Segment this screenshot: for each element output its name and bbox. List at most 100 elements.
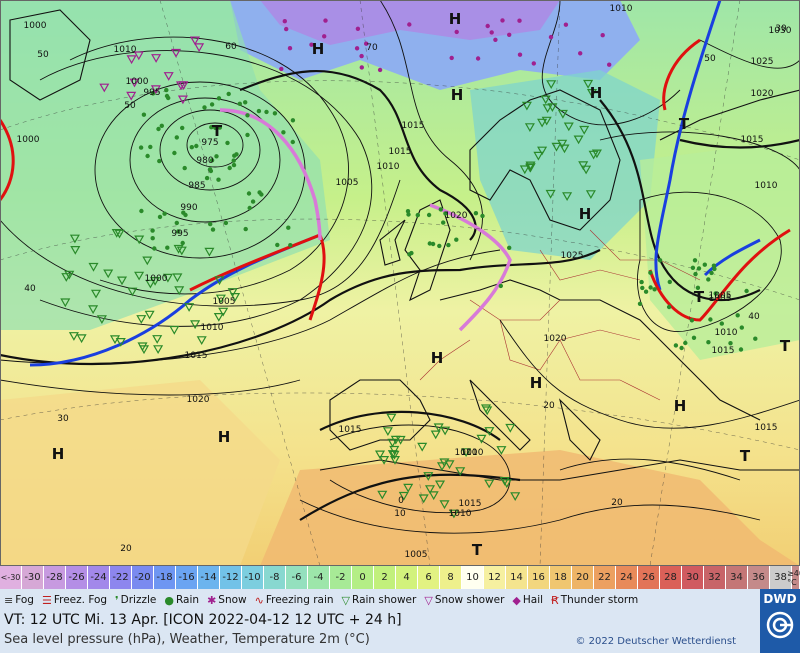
weather-symbol [693,271,698,277]
weather-symbol [322,34,327,39]
weather-symbol [176,246,187,256]
scale-cell: 24 [616,566,638,589]
weather-symbol [386,413,397,423]
weather-symbol [585,190,596,200]
scale-cell: 4 [396,566,418,589]
legend-symbol-icon: ◆ [512,593,521,607]
weather-symbol [440,426,451,436]
weather-symbol [441,220,446,225]
weather-symbol [215,294,226,304]
weather-symbol [231,158,236,163]
weather-symbol [213,125,218,130]
weather-symbol [706,277,711,282]
weather-symbol [96,315,107,325]
weather-symbol [689,318,695,323]
weather-symbol [377,67,383,73]
legend-label: Rain shower [352,594,417,606]
weather-symbol [753,336,758,341]
weather-symbol [424,485,436,495]
warm-front-balkan [648,228,791,322]
weather-symbol [728,341,733,346]
weather-symbol [696,266,702,271]
weather-symbol [323,18,328,23]
weather-symbol [227,165,232,171]
weather-symbol [174,135,179,140]
weather-symbol [517,18,522,23]
weather-symbol [545,189,556,199]
weather-symbol [272,111,278,116]
scale-cell: 16 [528,566,550,589]
isobar-label: 1000 [17,135,40,145]
weather-symbol [189,145,194,150]
scale-cell: -12 [220,566,242,589]
weather-symbol [209,158,215,163]
scale-cell: 6 [418,566,440,589]
weather-symbol [177,95,188,105]
weather-symbol [245,132,250,138]
weather-symbol [607,62,612,67]
isobar-label: 1005 [405,550,428,560]
temperature-label: 40 [748,312,760,322]
weather-symbol [163,72,174,81]
weather-symbol [129,78,140,88]
legend-item: ▽ Rain shower [338,589,421,611]
weather-symbol [679,345,684,351]
weather-symbol [735,313,740,318]
dwd-logo[interactable]: DWD [760,589,800,653]
isobar-label: 1025 [561,251,584,261]
weather-symbol [150,91,156,96]
low-pressure-center: T [212,122,223,140]
weather-symbol [443,211,448,216]
legend-symbol-icon: ☰ [41,593,52,607]
weather-symbol [180,240,185,246]
weather-symbol [231,162,237,168]
scale-cell: 26 [638,566,660,589]
weather-symbol [114,229,125,239]
warm-front-east [662,38,701,111]
weather-symbol [194,143,199,149]
weather-symbol [281,130,286,135]
weather-symbol [279,66,284,72]
legend-label: Snow [218,594,247,606]
scale-cell: 34 [726,566,748,589]
weather-symbol [702,262,707,267]
weather-symbol [711,263,717,268]
high-pressure-center: H [218,428,231,446]
isobar-label: 1010 [377,162,400,172]
weather-symbol [475,56,481,61]
scale-cell: 22 [594,566,616,589]
scale-cell: 12 [484,566,506,589]
isobar-labels: 1000101010009959759809859909951000100510… [17,4,792,560]
weather-map[interactable]: 1000101010009959759809859909951000100510… [0,0,800,566]
scale-cell: 20 [572,566,594,589]
weather-symbol [364,41,369,46]
weather-symbol [415,212,420,218]
weather-symbol [60,298,71,308]
temperature-label: 40 [24,284,36,294]
weather-symbol [510,492,521,502]
weather-symbol [216,177,221,182]
weather-symbol [436,462,448,472]
legend-label: Freez. Fog [53,594,108,606]
weather-symbol [138,145,144,150]
isobar-label: 1015 [741,135,764,145]
weather-symbol [405,209,411,214]
weather-symbol [287,46,293,51]
scale-cell: 18 [550,566,572,589]
weather-symbol [227,288,238,297]
weather-symbol [519,165,530,175]
country-borders [419,229,701,401]
weather-symbol [578,51,583,56]
weather-symbol [562,192,573,202]
weather-symbol [499,477,510,486]
weather-symbol [169,325,180,335]
scale-cell: 14 [506,566,528,589]
weather-symbol [446,242,451,248]
weather-symbol [243,100,248,105]
weather-symbol [407,252,412,257]
weather-symbol [170,48,182,58]
weather-symbol [243,226,248,232]
weather-symbol [172,150,177,156]
high-pressure-center: H [579,205,592,223]
isobar-label: 1010 [715,328,738,338]
